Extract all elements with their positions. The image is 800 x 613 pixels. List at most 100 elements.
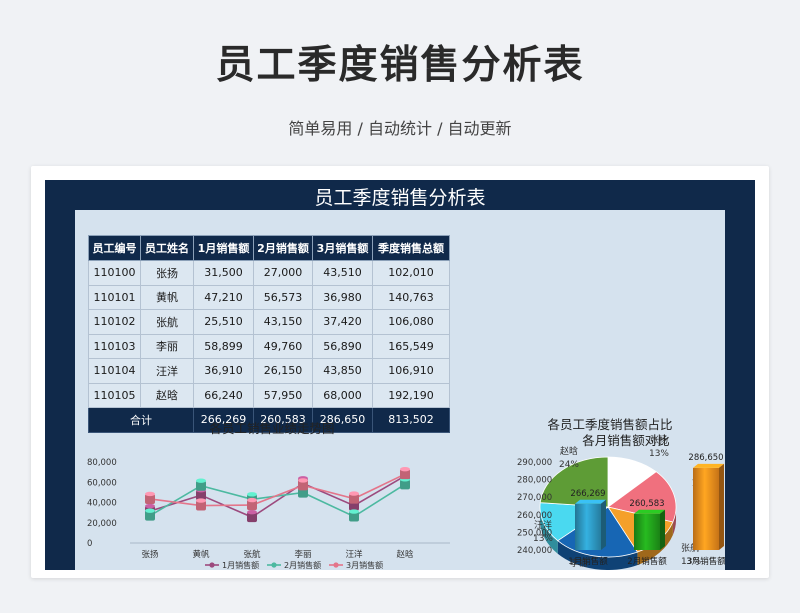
- bar-side-face: [719, 463, 724, 550]
- line-ytick-label: 0: [87, 539, 92, 549]
- table-cell[interactable]: 李丽: [140, 333, 194, 359]
- table-cell[interactable]: 140,763: [372, 284, 450, 310]
- table-cell[interactable]: 43,510: [312, 260, 373, 286]
- line-point-base: [298, 480, 308, 491]
- table-cell[interactable]: 56,890: [312, 333, 373, 359]
- total-cell[interactable]: 260,583: [253, 407, 313, 433]
- total-cell[interactable]: 266,269: [193, 407, 254, 433]
- total-cell[interactable]: 813,502: [372, 407, 450, 433]
- line-point-base: [400, 469, 410, 480]
- total-cell[interactable]: 286,650: [312, 407, 373, 433]
- table-row: 110101 黄帆 47,210 56,573 36,980 140,763: [88, 284, 450, 310]
- legend-marker: [271, 562, 277, 568]
- table-cell[interactable]: 36,910: [193, 358, 254, 384]
- table-cell[interactable]: 汪洋: [140, 358, 194, 384]
- table-cell[interactable]: 106,910: [372, 358, 450, 384]
- pie-side-李丽: [557, 540, 638, 570]
- line-point: [400, 466, 410, 472]
- bar-3月销售额: [693, 467, 719, 550]
- line-ytick-label: 20,000: [87, 519, 117, 529]
- legend-label: 2月销售额: [284, 560, 321, 570]
- pie-slice-赵晗: [539, 456, 609, 508]
- pie-label-name: 张扬: [650, 434, 668, 446]
- line-point-base: [145, 493, 155, 504]
- table-cell[interactable]: 165,549: [372, 333, 450, 359]
- sheet-title: 员工季度销售分析表: [314, 187, 486, 209]
- table-total-row: 合计 266,269 260,583 286,650 813,502: [88, 407, 450, 433]
- line-point: [145, 491, 155, 497]
- table-cell[interactable]: 36,980: [312, 284, 373, 310]
- sales-table: 员工编号 员工姓名 1月销售额 2月销售额 3月销售额 季度销售总额 11010…: [88, 235, 450, 433]
- table-cell[interactable]: 25,510: [193, 309, 254, 335]
- bar-category-label: 2月销售额: [627, 556, 667, 567]
- pie-label-name: 赵晗: [560, 445, 578, 457]
- line-xtick-label: 李丽: [294, 549, 312, 560]
- charts-layer: 各员工季度销售额占比张扬13%黄帆17%张航13%李丽20%汪洋13%赵晗24%…: [87, 417, 725, 570]
- line-point: [298, 478, 308, 483]
- table-cell[interactable]: 110100: [88, 260, 141, 286]
- col-header[interactable]: 季度销售总额: [372, 235, 450, 261]
- line-point: [247, 509, 257, 515]
- table-cell[interactable]: 110103: [88, 333, 141, 359]
- line-ytick-label: 40,000: [87, 499, 117, 509]
- table-row: 110105 赵晗 66,240 57,950 68,000 192,190: [88, 382, 450, 408]
- bar-top-face: [693, 463, 724, 468]
- table-cell[interactable]: 110102: [88, 309, 141, 335]
- line-point: [145, 508, 155, 513]
- bar-ytick-label: 290,000: [517, 458, 552, 468]
- total-label[interactable]: 合计: [88, 407, 194, 433]
- bar-value-label: 260,583: [629, 499, 664, 509]
- page-title: 员工季度销售分析表: [215, 43, 585, 88]
- bar-ytick-label: 260,000: [517, 511, 552, 521]
- pie-label-name: 李丽: [570, 557, 588, 569]
- pie-label-percent: 24%: [559, 460, 579, 470]
- legend-marker: [209, 562, 215, 568]
- bar-ytick-label: 280,000: [517, 476, 552, 486]
- pie-label-name: 汪洋: [534, 519, 552, 531]
- line-point: [196, 478, 206, 483]
- table-cell[interactable]: 56,573: [253, 284, 313, 310]
- bar-value-label: 266,269: [570, 489, 605, 499]
- pie-side-汪洋: [540, 507, 558, 554]
- pie-label-percent: 13%: [533, 534, 553, 544]
- bar-side-face: [601, 499, 606, 550]
- line-point: [145, 503, 155, 509]
- table-cell[interactable]: 106,080: [372, 309, 450, 335]
- table-cell[interactable]: 66,240: [193, 382, 254, 408]
- line-series-1月销售额: [149, 475, 406, 519]
- table-cell[interactable]: 110101: [88, 284, 141, 310]
- bar-category-label: 1月销售额: [568, 556, 608, 567]
- table-cell[interactable]: 26,150: [253, 358, 313, 384]
- bar-side-face: [660, 509, 665, 550]
- bar-top-face: [575, 499, 606, 504]
- bar-1月销售额: [575, 503, 601, 550]
- table-cell[interactable]: 张扬: [140, 260, 194, 286]
- line-point-base: [196, 480, 206, 491]
- col-header[interactable]: 2月销售额: [253, 235, 313, 261]
- col-header[interactable]: 员工姓名: [140, 235, 194, 261]
- line-point-base: [349, 493, 359, 504]
- table-cell[interactable]: 31,500: [193, 260, 254, 286]
- line-point: [349, 509, 359, 514]
- line-point-base: [196, 500, 206, 511]
- pie-slice-黄帆: [607, 471, 677, 523]
- line-point-base: [196, 490, 206, 501]
- table-cell[interactable]: 43,850: [312, 358, 373, 384]
- col-header[interactable]: 员工编号: [88, 235, 141, 261]
- line-point-base: [400, 479, 410, 490]
- line-point-base: [247, 512, 257, 523]
- bar-ytick-label: 250,000: [517, 528, 552, 538]
- pie-chart-title: 各员工季度销售额占比: [547, 417, 672, 432]
- bar-value-label: 286,650: [688, 453, 723, 463]
- line-point-base: [145, 510, 155, 521]
- line-point: [247, 497, 257, 503]
- col-header[interactable]: 3月销售额: [312, 235, 373, 261]
- table-cell[interactable]: 102,010: [372, 260, 450, 286]
- bar-ytick-label: 270,000: [517, 493, 552, 503]
- table-row: 110103 李丽 58,899 49,760 56,890 165,549: [88, 333, 450, 359]
- line-xtick-label: 黄帆: [192, 549, 210, 560]
- table-row: 110104 汪洋 36,910 26,150 43,850 106,910: [88, 358, 450, 384]
- table-cell[interactable]: 赵晗: [140, 382, 194, 408]
- line-ytick-label: 60,000: [87, 478, 117, 488]
- table-cell[interactable]: 57,950: [253, 382, 313, 408]
